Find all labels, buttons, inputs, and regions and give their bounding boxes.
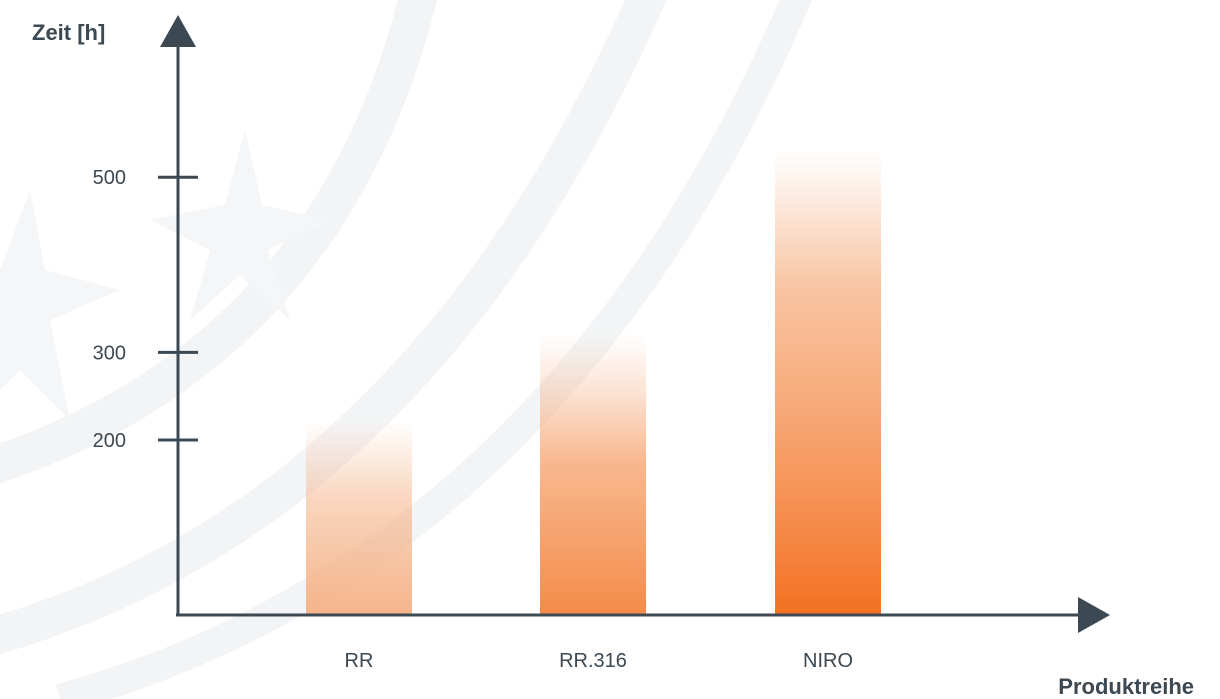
watermark-arc-far	[55, 0, 813, 699]
bars-group	[306, 150, 881, 616]
category-labels-group: RR RR.316 NIRO	[345, 650, 853, 672]
x-axis-title: Produktreihe	[1058, 674, 1194, 699]
x-axis-arrow-icon	[1078, 597, 1110, 633]
background-watermark	[0, 0, 813, 699]
y-tick-label: 200	[93, 430, 126, 452]
watermark-star-icon	[150, 130, 330, 320]
x-category-label: NIRO	[803, 650, 853, 672]
y-axis-arrow-icon	[160, 15, 196, 47]
watermark-star-icon	[0, 190, 120, 420]
bar-rr	[306, 422, 412, 615]
watermark-arc-outer	[0, 0, 667, 654]
y-ticks-group: 200 300 500	[93, 167, 198, 452]
x-category-label: RR.316	[559, 650, 627, 672]
y-axis-title: Zeit [h]	[32, 20, 105, 45]
x-category-label: RR	[345, 650, 374, 672]
bar-rr-316	[540, 334, 646, 615]
y-tick-label: 500	[93, 167, 126, 189]
bar-niro	[775, 150, 881, 616]
y-tick-label: 300	[93, 342, 126, 364]
